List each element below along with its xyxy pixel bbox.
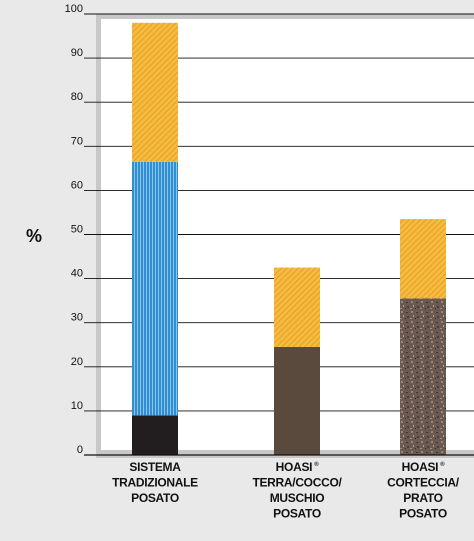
bar-segment (132, 161, 178, 416)
bar-segment (274, 346, 320, 455)
category-label-line: SISTEMA (129, 460, 181, 474)
category-label-line: POSATO (273, 507, 321, 521)
y-tick-label: 70 (71, 135, 83, 147)
y-tick-label: 30 (71, 312, 83, 324)
category-label-line: CORTECCIA/ (387, 476, 460, 490)
registered-mark: ® (440, 461, 445, 468)
category-label-line: HOASI (402, 460, 439, 474)
y-tick-label: 0 (77, 444, 83, 456)
category-label-line: POSATO (399, 507, 447, 521)
category-label: HOASI ® CORTECCIA/PRATO POSATO (387, 460, 460, 521)
y-tick-label: 90 (71, 47, 83, 59)
category-label-line: MUSCHIO (270, 491, 325, 505)
bar-2 (274, 267, 320, 455)
category-label-line: POSATO (131, 491, 179, 505)
bar-segment (132, 22, 178, 162)
y-tick-label: 10 (71, 400, 83, 412)
category-label-line: PRATO (403, 491, 442, 505)
bar-segment (400, 298, 446, 455)
category-label-line: HOASI (276, 460, 313, 474)
category-label: SISTEMA TRADIZIONALE POSATO (112, 460, 198, 505)
category-label: HOASI ® TERRA/COCCO/MUSCHIO POSATO (252, 460, 342, 521)
bar-segment (132, 415, 178, 455)
category-label-line: TRADIZIONALE (112, 476, 198, 490)
y-tick-label: 50 (71, 224, 83, 236)
y-tick-label: 20 (71, 356, 83, 368)
y-tick-label: 60 (71, 179, 83, 191)
bar-3 (400, 219, 446, 455)
y-tick-label: 100 (65, 3, 83, 15)
registered-mark: ® (314, 461, 319, 468)
y-tick-label: 80 (71, 91, 83, 103)
bar-segment (400, 219, 446, 299)
bar-1 (132, 22, 178, 455)
bar-segment (274, 267, 320, 347)
y-tick: 100 (65, 3, 474, 15)
y-axis-unit-label: % (26, 226, 42, 246)
category-label-line: TERRA/COCCO/ (252, 476, 342, 490)
y-tick-label: 40 (71, 268, 83, 280)
